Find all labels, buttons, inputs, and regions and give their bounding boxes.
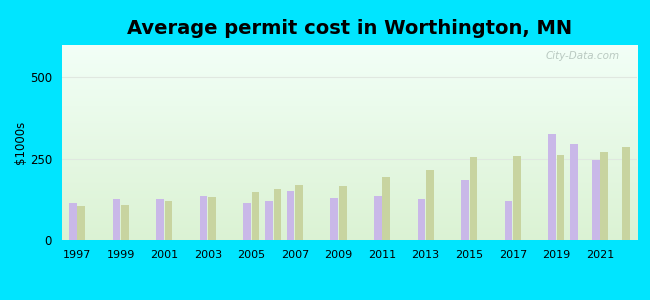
Bar (330, 198, 338, 240)
Bar (601, 152, 608, 240)
Bar (112, 200, 120, 240)
Bar (265, 201, 272, 240)
Bar (417, 200, 425, 240)
Bar (77, 206, 85, 240)
Bar (514, 156, 521, 240)
Bar (164, 201, 172, 240)
Title: Average permit cost in Worthington, MN: Average permit cost in Worthington, MN (127, 19, 572, 38)
Bar (592, 160, 599, 240)
Bar (382, 177, 390, 240)
Text: City-Data.com: City-Data.com (545, 51, 619, 61)
Bar (295, 185, 303, 240)
Bar (274, 189, 281, 240)
Bar (243, 202, 251, 240)
Bar (461, 180, 469, 240)
Bar (426, 170, 434, 240)
Bar (200, 196, 207, 240)
Bar (156, 200, 164, 240)
Bar (208, 197, 216, 240)
Bar (374, 196, 382, 240)
Bar (505, 201, 512, 240)
Bar (121, 205, 129, 240)
Bar (287, 191, 294, 240)
Bar (549, 134, 556, 240)
Bar (470, 157, 477, 240)
Bar (557, 155, 564, 240)
Bar (69, 202, 77, 240)
Bar (252, 192, 259, 240)
Bar (622, 147, 630, 240)
Bar (570, 144, 578, 240)
Bar (339, 186, 346, 240)
Y-axis label: $1000s: $1000s (14, 121, 27, 164)
